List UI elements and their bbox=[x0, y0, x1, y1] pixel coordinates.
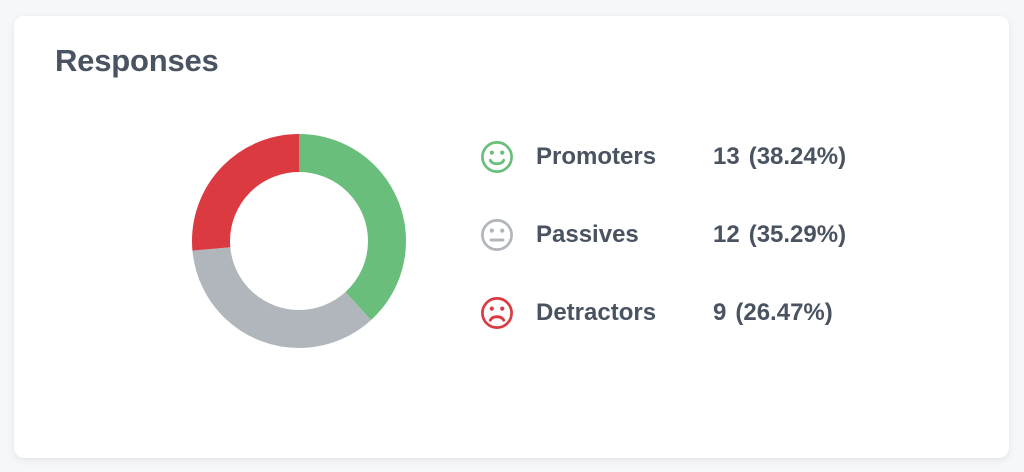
donut-chart[interactable] bbox=[192, 134, 406, 348]
responses-card: Responses Promoters 13 (38.24%) bbox=[14, 16, 1009, 458]
donut-segment-detractors[interactable] bbox=[192, 134, 406, 348]
sad-face-icon bbox=[480, 296, 514, 330]
legend-value: 9 bbox=[713, 299, 727, 326]
donut-segment-passives[interactable] bbox=[192, 134, 406, 348]
chart-legend: Promoters 13 (38.24%) Passives 12 (35.29… bbox=[480, 140, 846, 330]
legend-percentage: (26.47%) bbox=[735, 299, 833, 326]
legend-value: 13 bbox=[713, 143, 740, 170]
legend-row-promoters[interactable]: Promoters 13 (38.24%) bbox=[480, 140, 846, 174]
legend-label: Promoters bbox=[536, 143, 657, 170]
legend-value: 12 bbox=[713, 221, 740, 248]
card-title: Responses bbox=[55, 43, 219, 78]
legend-percentage: (38.24%) bbox=[748, 143, 847, 170]
legend-row-passives[interactable]: Passives 12 (35.29%) bbox=[480, 218, 846, 252]
neutral-face-icon bbox=[480, 218, 514, 252]
legend-row-detractors[interactable]: Detractors 9 (26.47%) bbox=[480, 296, 846, 330]
legend-label: Passives bbox=[536, 221, 639, 248]
legend-label: Detractors bbox=[536, 299, 657, 326]
happy-face-icon bbox=[480, 140, 514, 174]
legend-percentage: (35.29%) bbox=[748, 221, 847, 248]
